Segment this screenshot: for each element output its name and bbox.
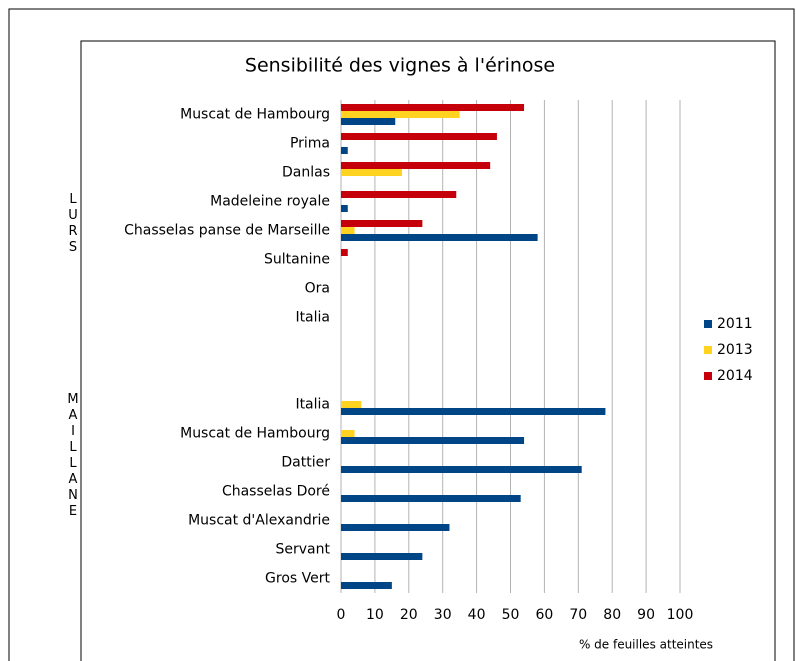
- legend-label: 2011: [717, 316, 753, 332]
- x-tick-label: 60: [535, 607, 553, 623]
- y-tick-label: Sultanine: [264, 252, 330, 268]
- x-tick-label: 40: [468, 607, 486, 623]
- y-tick-label: Madeleine royale: [210, 194, 330, 210]
- bar: [341, 133, 497, 140]
- bar: [341, 437, 525, 444]
- bar: [341, 220, 423, 227]
- chart-frame: [80, 40, 776, 661]
- bar: [341, 249, 348, 256]
- y-tick-label: Muscat de Hambourg: [180, 107, 330, 123]
- y-tick-label: Italia: [295, 397, 330, 413]
- bar: [341, 227, 355, 234]
- x-tick-label: 10: [366, 607, 384, 623]
- y-tick-label: Gros Vert: [265, 571, 330, 587]
- x-tick-label: 20: [400, 607, 418, 623]
- y-tick-label: Muscat d'Alexandrie: [188, 513, 330, 529]
- bar: [341, 524, 450, 531]
- y-tick-label: Chasselas panse de Marseille: [124, 223, 330, 239]
- y-tick-label: Danlas: [282, 165, 330, 181]
- x-tick-label: 30: [434, 607, 452, 623]
- bar: [341, 466, 582, 473]
- bar: [341, 111, 460, 118]
- bar: [341, 169, 403, 176]
- x-axis-label: % de feuilles atteintes: [579, 638, 713, 652]
- y-tick-label: Servant: [276, 542, 331, 558]
- bar: [341, 430, 355, 437]
- x-tick-label: 80: [603, 607, 621, 623]
- x-tick-label: 100: [667, 607, 694, 623]
- y-tick-label: Prima: [290, 136, 330, 152]
- bar: [341, 495, 521, 502]
- bar: [341, 118, 396, 125]
- y-tick-label: Chasselas Doré: [222, 484, 330, 500]
- chart-title: Sensibilité des vignes à l'érinose: [245, 55, 555, 77]
- legend-swatch: [704, 320, 712, 328]
- legend-swatch: [704, 346, 712, 354]
- legend-label: 2014: [717, 368, 753, 384]
- bar: [341, 205, 348, 212]
- bar: [341, 104, 525, 111]
- x-tick-label: 0: [337, 607, 346, 623]
- x-tick-label: 90: [637, 607, 655, 623]
- x-tick-label: 50: [502, 607, 520, 623]
- y-tick-label: Ora: [305, 281, 330, 297]
- bar: [341, 191, 457, 198]
- bar: [341, 147, 348, 154]
- bar: [341, 553, 423, 560]
- bar: [341, 408, 606, 415]
- legend-label: 2013: [717, 342, 753, 358]
- bar: [341, 162, 491, 169]
- y-tick-label: Dattier: [281, 455, 330, 471]
- y-tick-label: Muscat de Hambourg: [180, 426, 330, 442]
- bar: [341, 234, 538, 241]
- bar: [341, 401, 362, 408]
- legend-swatch: [704, 372, 712, 380]
- x-tick-label: 70: [569, 607, 587, 623]
- bar: [341, 582, 392, 589]
- y-tick-label: Italia: [295, 310, 330, 326]
